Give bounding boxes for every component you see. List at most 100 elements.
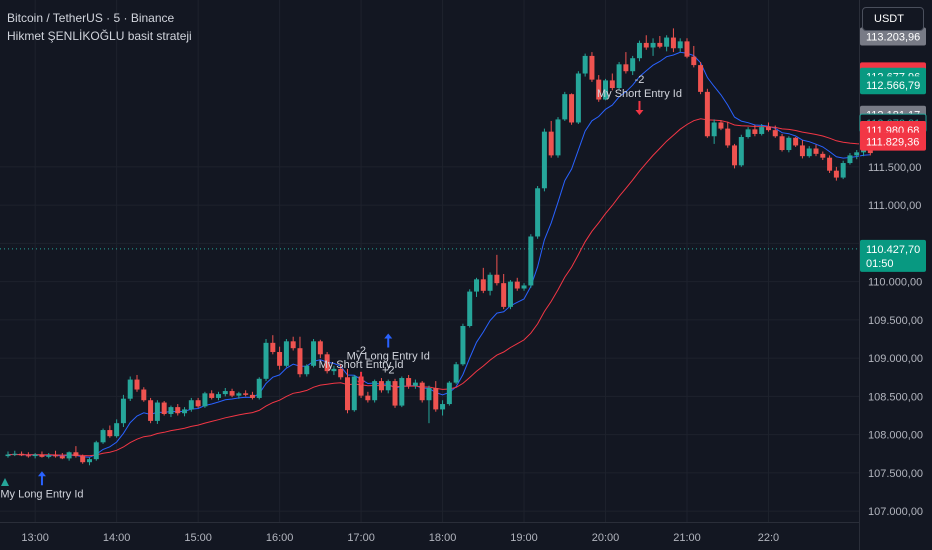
- x-tick-label: 17:00: [347, 532, 375, 544]
- candle-body: [833, 170, 839, 178]
- candle-body: [718, 122, 724, 129]
- candle-body: [351, 376, 357, 411]
- candle-body: [670, 37, 676, 49]
- candle-body: [603, 80, 609, 100]
- candle-body: [786, 137, 792, 151]
- countdown-timer: 01:50: [866, 258, 894, 270]
- candle-body: [623, 64, 629, 72]
- price-badge-label: 111.829,36: [866, 137, 919, 149]
- candle-body: [222, 391, 228, 395]
- grid: [0, 0, 859, 522]
- candle-body: [698, 65, 704, 92]
- candle-body: [46, 455, 52, 457]
- chart-title: Bitcoin / TetherUS · 5 · Binance: [7, 11, 175, 25]
- candle-body: [378, 381, 384, 391]
- candle-body: [535, 188, 541, 237]
- y-tick-label: 108.500,00: [868, 391, 923, 403]
- last-price-badge: [860, 239, 926, 272]
- candle-body: [643, 42, 649, 48]
- candle-body: [311, 341, 317, 366]
- candle-body: [12, 453, 18, 455]
- x-tick-label: 22:0: [758, 532, 779, 544]
- candle-body: [799, 145, 805, 157]
- candle-body: [236, 393, 242, 396]
- candle-body: [541, 131, 547, 189]
- candle-body: [765, 127, 771, 131]
- candle-body: [304, 365, 310, 375]
- candle-body: [474, 279, 480, 292]
- candle-body: [297, 348, 303, 375]
- x-tick-label: 21:00: [673, 532, 701, 544]
- price-badge: [860, 76, 926, 95]
- price-badges: 113.203,96112.747,87112.677,96112.566,79…: [859, 27, 927, 272]
- candle-body: [277, 352, 283, 366]
- candle-body: [209, 393, 215, 398]
- candle-body: [86, 459, 92, 463]
- candle-body: [501, 283, 507, 307]
- candle-body: [704, 91, 710, 137]
- candle-body: [270, 342, 276, 353]
- candle-body: [596, 79, 602, 100]
- candle-body: [616, 64, 622, 89]
- candle-body: [779, 136, 785, 151]
- candle-body: [80, 456, 86, 463]
- candle-body: [630, 58, 636, 72]
- candle-body: [243, 393, 249, 395]
- candle-body: [861, 150, 867, 153]
- candle-body: [582, 55, 588, 74]
- candle-body: [120, 398, 126, 424]
- candle-body: [440, 404, 446, 410]
- candle-body: [609, 80, 615, 89]
- candle-body: [806, 148, 812, 157]
- candle-body: [127, 379, 133, 399]
- candle-body: [460, 326, 466, 365]
- currency-button[interactable]: USDT: [862, 7, 924, 31]
- candle-body: [528, 236, 534, 286]
- candle-body: [392, 381, 398, 406]
- candle-body: [772, 130, 778, 137]
- candle-body: [419, 382, 425, 401]
- x-axis: 13:00 14:00 15:00 16:00 17:00 18:00 19:00 20:00…: [21, 532, 779, 544]
- short-entry-label: My Short Entry Id: [319, 359, 404, 371]
- candle-body: [188, 400, 194, 410]
- x-tick-label: 15:00: [184, 532, 212, 544]
- candle-body: [256, 378, 262, 398]
- candle-body: [19, 453, 25, 456]
- candle-body: [195, 400, 201, 407]
- price-badge: [860, 27, 926, 46]
- candle-body: [487, 274, 493, 291]
- candle-body: [636, 42, 642, 59]
- y-tick-label: 107.500,00: [868, 468, 923, 480]
- x-tick-label: 14:00: [103, 532, 131, 544]
- candle-body: [25, 455, 31, 457]
- candle-body: [324, 354, 330, 372]
- strategy-name[interactable]: Hikmet ŞENLİKOĞLU basit strateji: [7, 29, 192, 43]
- price-badge-label: 112.566,79: [866, 80, 920, 92]
- candle-body: [385, 381, 391, 391]
- candle-body: [202, 393, 208, 407]
- x-tick-label: 13:00: [21, 532, 49, 544]
- short-entry-label: My Short Entry Id: [597, 88, 682, 100]
- candle-body: [141, 389, 147, 401]
- y-tick-label: 110.000,00: [868, 277, 922, 289]
- y-tick-label: 109.500,00: [868, 315, 923, 327]
- candle-body: [412, 382, 418, 386]
- candle-body: [290, 341, 296, 349]
- y-tick-label: 111.000,00: [868, 200, 921, 212]
- candle-body: [847, 155, 853, 164]
- short-qty-label: -2: [635, 74, 645, 86]
- candle-body: [399, 378, 405, 406]
- candle-body: [514, 281, 520, 289]
- candle-body: [827, 157, 833, 171]
- x-tick-label: 18:00: [429, 532, 457, 544]
- y-tick-label: 111.500,00: [868, 162, 921, 174]
- candle-body: [480, 279, 486, 291]
- candle-body: [562, 94, 568, 120]
- x-tick-label: 16:00: [266, 532, 294, 544]
- candle-body: [745, 129, 751, 138]
- candle-body: [793, 137, 799, 146]
- y-tick-label: 109.000,00: [868, 353, 923, 365]
- candle-body: [507, 281, 513, 307]
